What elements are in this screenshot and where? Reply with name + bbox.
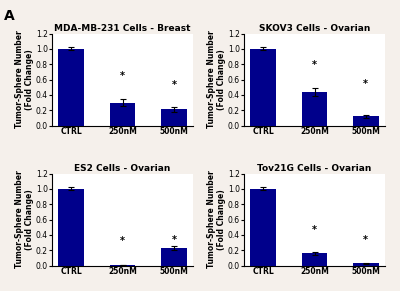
Text: *: *	[120, 71, 125, 81]
Bar	[110, 102, 135, 126]
Bar	[161, 248, 187, 266]
Y-axis label: Tumor-Sphere Number
(Fold Change): Tumor-Sphere Number (Fold Change)	[207, 171, 226, 268]
Bar	[302, 253, 327, 266]
Bar	[161, 109, 187, 126]
Title: SKOV3 Cells - Ovarian: SKOV3 Cells - Ovarian	[259, 24, 370, 33]
Bar	[353, 116, 378, 126]
Bar	[353, 263, 378, 266]
Text: *: *	[120, 236, 125, 246]
Text: A: A	[4, 9, 15, 23]
Text: *: *	[171, 80, 176, 90]
Title: Tov21G Cells - Ovarian: Tov21G Cells - Ovarian	[257, 164, 372, 173]
Y-axis label: Tumor-Sphere Number
(Fold Change): Tumor-Sphere Number (Fold Change)	[15, 31, 34, 128]
Y-axis label: Tumor-Sphere Number
(Fold Change): Tumor-Sphere Number (Fold Change)	[207, 31, 226, 128]
Text: *: *	[363, 235, 368, 245]
Bar	[58, 189, 84, 266]
Bar	[110, 265, 135, 266]
Title: MDA-MB-231 Cells - Breast: MDA-MB-231 Cells - Breast	[54, 24, 191, 33]
Text: *: *	[312, 60, 317, 70]
Bar	[250, 189, 276, 266]
Bar	[302, 92, 327, 126]
Bar	[250, 49, 276, 126]
Title: ES2 Cells - Ovarian: ES2 Cells - Ovarian	[74, 164, 171, 173]
Text: *: *	[363, 79, 368, 89]
Bar	[58, 49, 84, 126]
Text: *: *	[312, 225, 317, 235]
Text: *: *	[171, 235, 176, 245]
Y-axis label: Tumor-Sphere Number
(Fold Change): Tumor-Sphere Number (Fold Change)	[15, 171, 34, 268]
